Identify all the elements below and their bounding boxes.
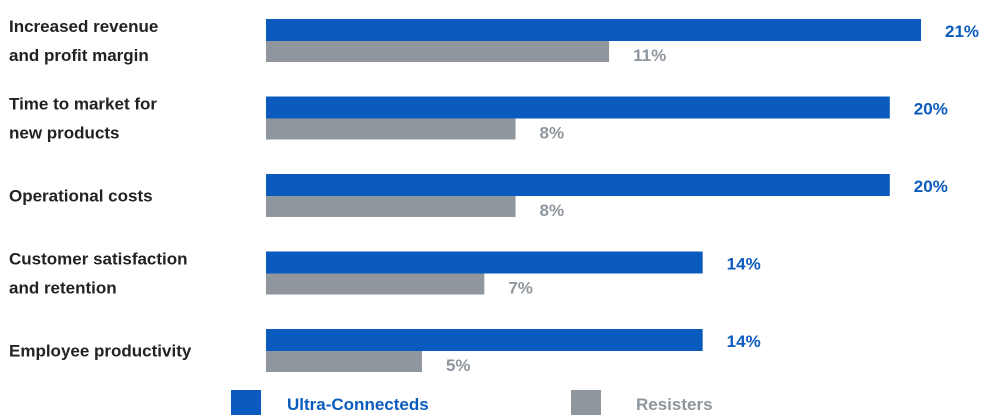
bar-ultra-connecteds	[266, 251, 703, 274]
category-label: Customer satisfaction and retention	[9, 250, 188, 298]
category-label-line: and profit margin	[9, 46, 149, 65]
category-label: Employee productivity	[9, 342, 192, 361]
value-label-resisters: 8%	[540, 201, 565, 220]
bar-ultra-connecteds	[266, 174, 890, 196]
value-label-ultra-connecteds: 14%	[727, 255, 761, 274]
category-label-line: Employee productivity	[9, 342, 192, 361]
value-label-resisters: 5%	[446, 356, 471, 375]
value-label-ultra-connecteds: 20%	[914, 100, 948, 119]
value-label-ultra-connecteds: 20%	[914, 177, 948, 196]
category-label-line: new products	[9, 124, 120, 143]
bar-ultra-connecteds	[266, 96, 890, 119]
bar-resisters	[266, 351, 422, 372]
bar-resisters	[266, 118, 516, 140]
bar-ultra-connecteds	[266, 19, 921, 41]
legend-swatch-resisters	[571, 390, 601, 415]
category-label-line: and retention	[9, 279, 117, 298]
value-label-resisters: 11%	[633, 46, 666, 65]
category-label-line: Increased revenue	[9, 17, 158, 36]
legend: Ultra-Connecteds Resisters	[231, 390, 713, 415]
category-labels: Increased revenue and profit margin Time t…	[9, 17, 192, 361]
value-label-resisters: 8%	[540, 124, 565, 143]
category-label: Operational costs	[9, 187, 153, 206]
value-label-resisters: 7%	[508, 279, 533, 298]
category-label-line: Customer satisfaction	[9, 250, 188, 269]
category-label: Time to market for new products	[9, 95, 157, 143]
value-label-ultra-connecteds: 14%	[727, 332, 761, 351]
legend-label-ultra-connecteds: Ultra-Connecteds	[287, 395, 429, 414]
category-label: Increased revenue and profit margin	[9, 17, 158, 65]
bars	[266, 19, 921, 372]
category-label-line: Operational costs	[9, 187, 153, 206]
category-label-line: Time to market for	[9, 95, 157, 114]
bar-resisters	[266, 196, 516, 217]
legend-label-resisters: Resisters	[636, 395, 713, 414]
bar-resisters	[266, 41, 610, 62]
value-labels: 21% 11% 20% 8% 20% 8% 14% 7% 14% 5%	[446, 22, 979, 375]
legend-swatch-ultra-connecteds	[231, 390, 261, 415]
bar-ultra-connecteds	[266, 329, 703, 351]
bar-resisters	[266, 273, 485, 295]
value-label-ultra-connecteds: 21%	[945, 22, 979, 41]
